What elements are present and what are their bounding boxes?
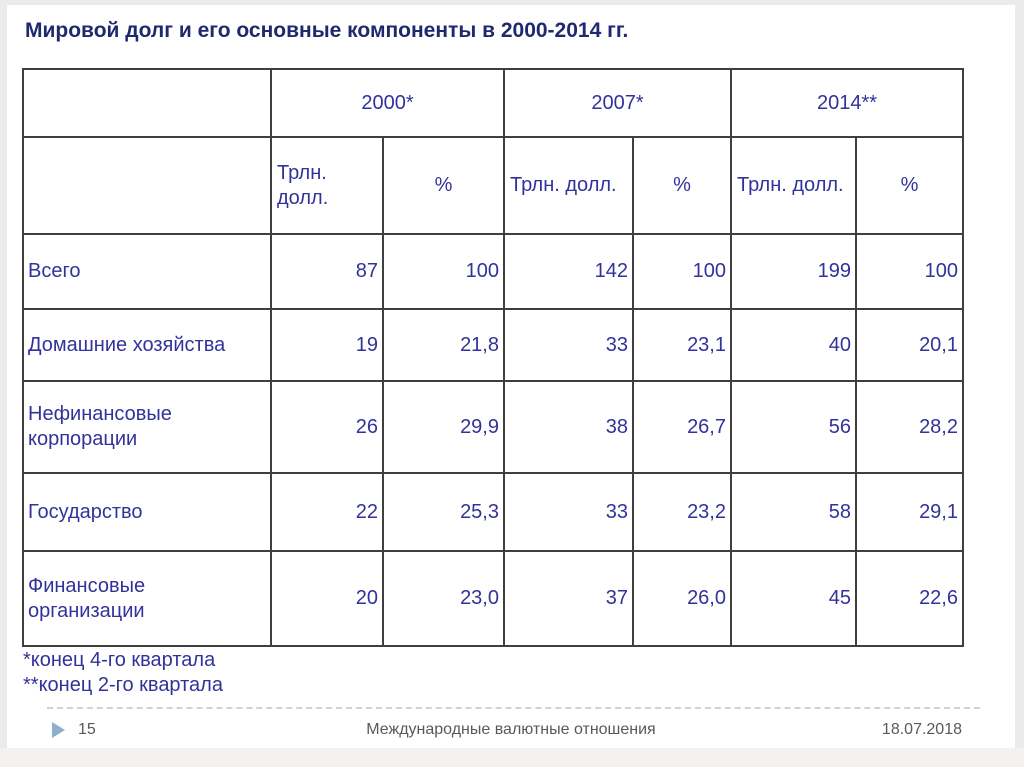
row-label: Нефинансовые корпорации xyxy=(22,380,272,474)
value-cell: 23,1 xyxy=(632,308,732,382)
value-cell: 58 xyxy=(730,472,857,552)
footer-date: 18.07.2018 xyxy=(881,721,962,738)
value-cell: 199 xyxy=(730,233,857,310)
value-cell: 20 xyxy=(270,550,384,647)
footer-divider xyxy=(47,707,980,709)
slide-canvas: Мировой долг и его основные компоненты в… xyxy=(7,5,1015,748)
table-row: Финансовые организации 20 23,0 37 26,0 4… xyxy=(22,550,964,647)
slide-title: Мировой долг и его основные компоненты в… xyxy=(25,19,629,42)
value-cell: 26,0 xyxy=(632,550,732,647)
value-cell: 38 xyxy=(503,380,634,474)
debt-table: 2000* 2007* 2014** Трлн. долл. % Трлн. д… xyxy=(22,68,964,647)
value-cell: 100 xyxy=(632,233,732,310)
percent-header: % xyxy=(855,136,964,235)
unit-header: Трлн. долл. xyxy=(503,136,634,235)
value-cell: 56 xyxy=(730,380,857,474)
table-row: Всего 87 100 142 100 199 100 xyxy=(22,233,964,310)
value-cell: 20,1 xyxy=(855,308,964,382)
corner-cell xyxy=(22,136,272,235)
footnote-quarter-2: **конец 2-го квартала xyxy=(23,674,223,696)
value-cell: 33 xyxy=(503,308,634,382)
value-cell: 19 xyxy=(270,308,384,382)
table-footnotes: *конец 4-го квартала **конец 2-го кварта… xyxy=(23,648,223,698)
percent-header: % xyxy=(632,136,732,235)
value-cell: 142 xyxy=(503,233,634,310)
unit-header: Трлн. долл. xyxy=(270,136,384,235)
footer-triangle-icon xyxy=(52,722,65,738)
value-cell: 37 xyxy=(503,550,634,647)
year-header-2014: 2014** xyxy=(730,68,964,138)
value-cell: 40 xyxy=(730,308,857,382)
value-cell: 23,2 xyxy=(632,472,732,552)
unit-header: Трлн. долл. xyxy=(730,136,857,235)
value-cell: 22,6 xyxy=(855,550,964,647)
value-cell: 21,8 xyxy=(382,308,505,382)
value-cell: 26 xyxy=(270,380,384,474)
value-cell: 33 xyxy=(503,472,634,552)
table-header-row-years: 2000* 2007* 2014** xyxy=(22,68,964,138)
year-header-2007: 2007* xyxy=(503,68,732,138)
value-cell: 45 xyxy=(730,550,857,647)
row-label: Финансовые организации xyxy=(22,550,272,647)
corner-cell xyxy=(22,68,272,138)
footer-course-title: Международные валютные отношения xyxy=(366,721,656,738)
value-cell: 29,9 xyxy=(382,380,505,474)
value-cell: 23,0 xyxy=(382,550,505,647)
row-label: Всего xyxy=(22,233,272,310)
value-cell: 22 xyxy=(270,472,384,552)
row-label: Домашние хозяйства xyxy=(22,308,272,382)
table-row: Нефинансовые корпорации 26 29,9 38 26,7 … xyxy=(22,380,964,474)
value-cell: 87 xyxy=(270,233,384,310)
row-label: Государство xyxy=(22,472,272,552)
bottom-strip xyxy=(0,748,1024,767)
page-number: 15 xyxy=(78,721,96,738)
value-cell: 26,7 xyxy=(632,380,732,474)
percent-header: % xyxy=(382,136,505,235)
value-cell: 29,1 xyxy=(855,472,964,552)
footnote-quarter-4: *конец 4-го квартала xyxy=(23,649,216,671)
table-row: Домашние хозяйства 19 21,8 33 23,1 40 20… xyxy=(22,308,964,382)
value-cell: 28,2 xyxy=(855,380,964,474)
table-row: Государство 22 25,3 33 23,2 58 29,1 xyxy=(22,472,964,552)
value-cell: 25,3 xyxy=(382,472,505,552)
value-cell: 100 xyxy=(855,233,964,310)
value-cell: 100 xyxy=(382,233,505,310)
table-header-row-units: Трлн. долл. % Трлн. долл. % Трлн. долл. … xyxy=(22,136,964,235)
year-header-2000: 2000* xyxy=(270,68,505,138)
slide-footer: 15 Международные валютные отношения 18.0… xyxy=(7,718,1015,744)
